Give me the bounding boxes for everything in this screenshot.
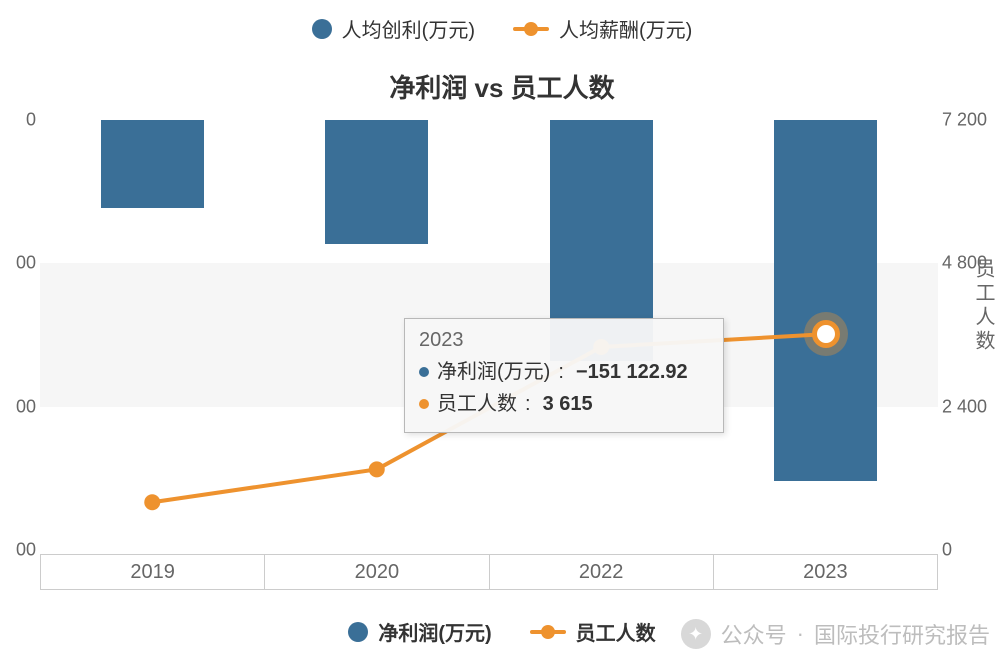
- tooltip-dot-icon: [419, 367, 429, 377]
- y-left-tick-label: 00: [0, 253, 36, 274]
- y-right-tick-label: 0: [942, 540, 998, 561]
- tooltip-series-value: 3 615: [543, 388, 593, 420]
- chart-container: 人均创利(万元) 人均薪酬(万元) 净利润 vs 员工人数 00000007 2…: [0, 0, 1004, 660]
- tooltip-series-name: 员工人数: [437, 388, 517, 420]
- hover-ring-icon: [812, 320, 840, 348]
- line-marker[interactable]: [144, 494, 160, 510]
- tooltip: 2023 净利润(万元): −151 122.92 员工人数: 3 615: [404, 318, 724, 433]
- legend-label: 净利润(万元): [378, 617, 491, 646]
- tooltip-category: 2023: [419, 329, 709, 352]
- legend-label: 人均薪酬(万元): [559, 14, 692, 43]
- legend-swatch-circle: [348, 622, 368, 642]
- watermark-prefix: 公众号: [721, 618, 787, 650]
- tooltip-series-value: −151 122.92: [576, 356, 688, 388]
- watermark-sep: ·: [797, 621, 804, 647]
- x-axis: 2019202020222023: [40, 554, 938, 590]
- legend-swatch-line: [530, 630, 566, 634]
- x-axis-category[interactable]: 2023: [714, 554, 938, 590]
- y-right-tick-label: 2 400: [942, 396, 998, 417]
- legend-swatch-line: [513, 27, 549, 31]
- legend-item-net-profit[interactable]: 净利润(万元): [348, 617, 491, 646]
- x-axis-category[interactable]: 2019: [40, 554, 265, 590]
- legend-item-salary-per-capita[interactable]: 人均薪酬(万元): [513, 14, 692, 43]
- y-right-tick-label: 7 200: [942, 110, 998, 131]
- x-axis-category[interactable]: 2022: [490, 554, 714, 590]
- tooltip-row: 净利润(万元): −151 122.92: [419, 356, 709, 388]
- legend-item-employee-count[interactable]: 员工人数: [530, 617, 656, 646]
- line-marker[interactable]: [369, 461, 385, 477]
- legend-swatch-circle: [312, 19, 332, 39]
- legend-label: 人均创利(万元): [342, 14, 475, 43]
- y-left-tick-label: 00: [0, 396, 36, 417]
- x-axis-category[interactable]: 2020: [265, 554, 489, 590]
- tooltip-series-name: 净利润(万元): [437, 356, 550, 388]
- chart-title: 净利润 vs 员工人数: [0, 68, 1004, 105]
- legend-item-profit-per-capita[interactable]: 人均创利(万元): [312, 14, 475, 43]
- tooltip-dot-icon: [419, 399, 429, 409]
- y-left-tick-label: 00: [0, 540, 36, 561]
- legend-top: 人均创利(万元) 人均薪酬(万元): [0, 14, 1004, 43]
- right-axis-title: 员工人数: [969, 258, 998, 354]
- wechat-icon: ✦: [681, 619, 711, 649]
- watermark-name: 国际投行研究报告: [814, 618, 990, 650]
- legend-label: 员工人数: [576, 617, 656, 646]
- y-left-tick-label: 0: [0, 110, 36, 131]
- watermark: ✦ 公众号 · 国际投行研究报告: [681, 618, 990, 650]
- tooltip-row: 员工人数: 3 615: [419, 388, 709, 420]
